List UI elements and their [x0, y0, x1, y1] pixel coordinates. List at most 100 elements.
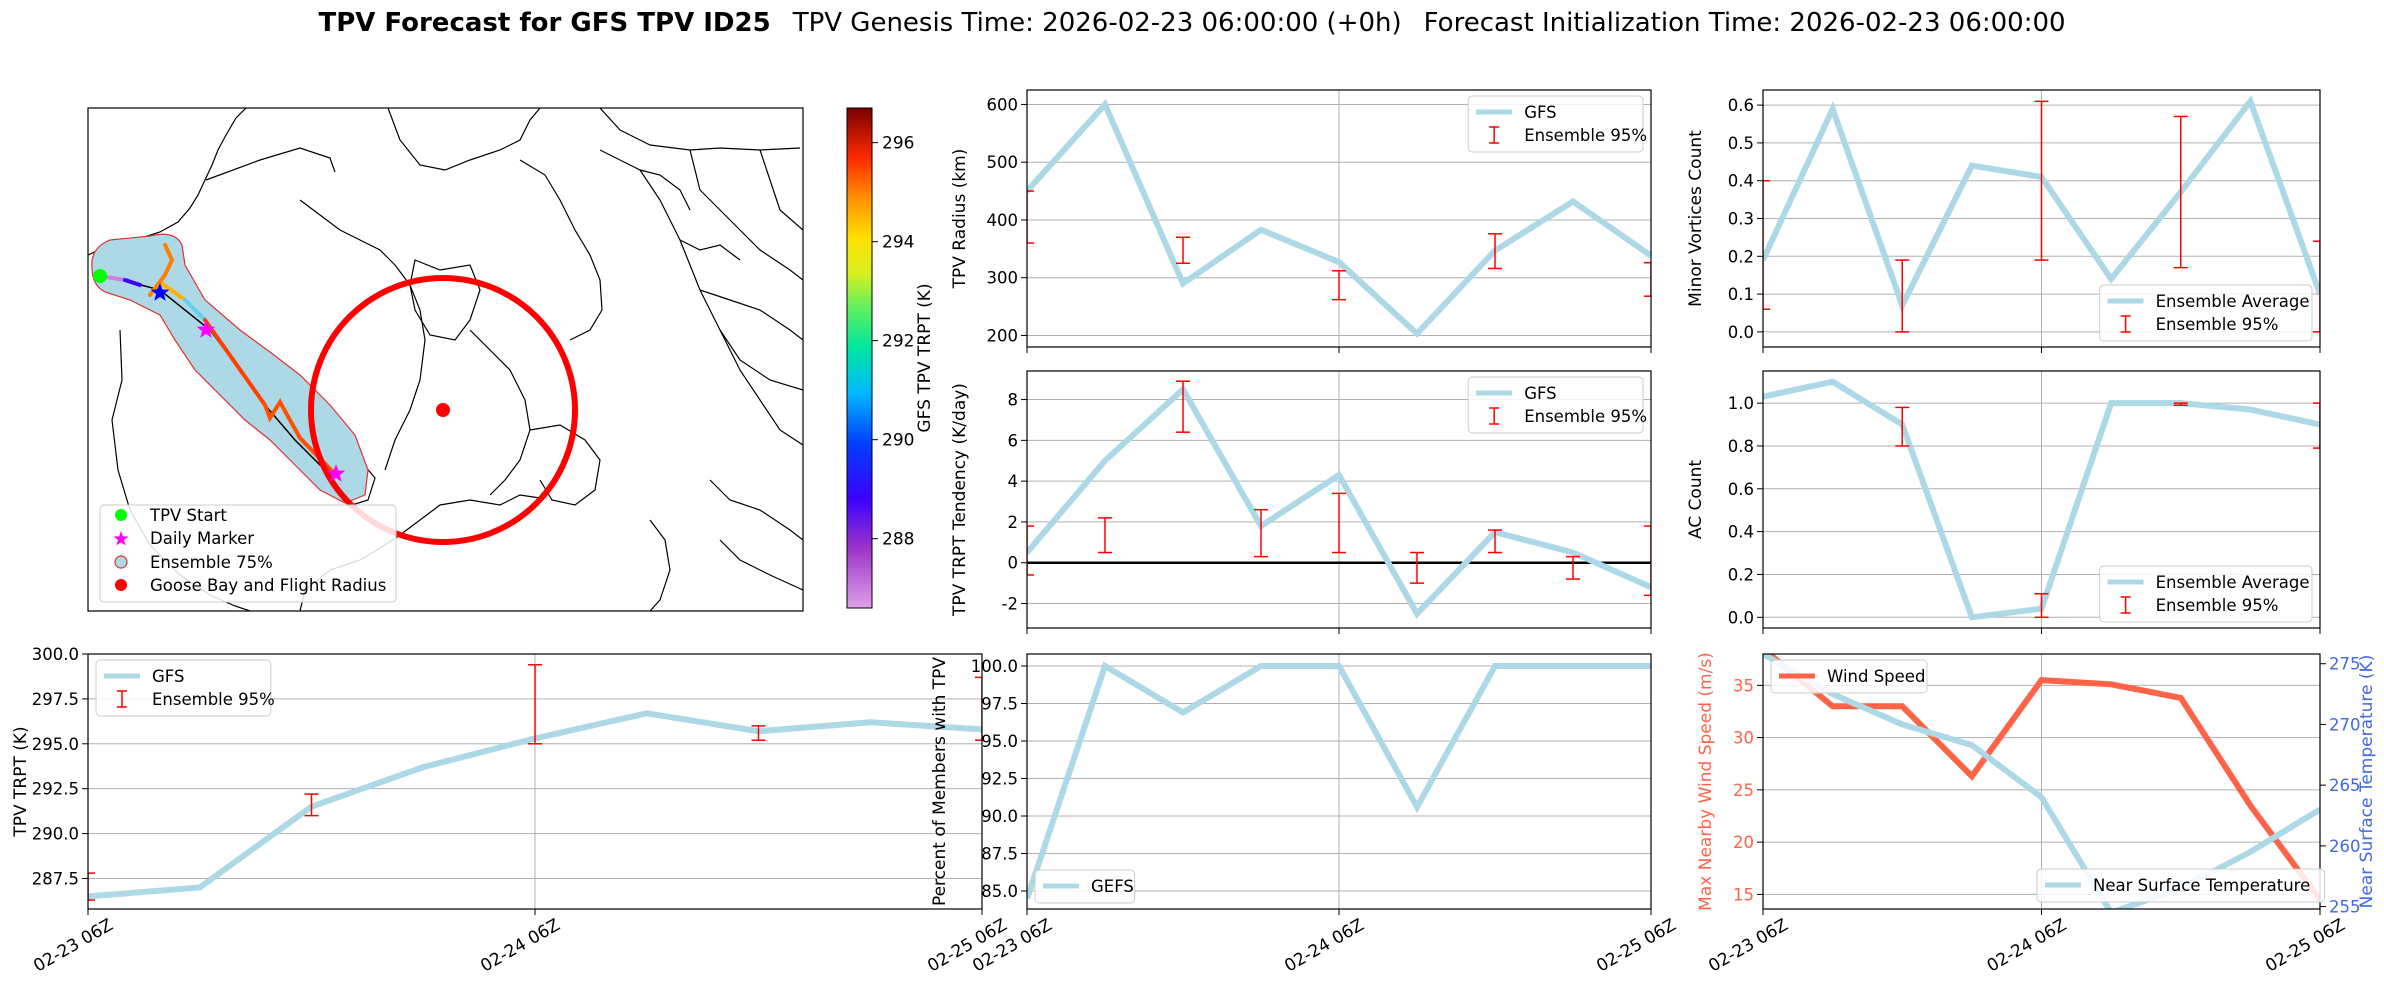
y-axis-label: Percent of Members with TPV — [930, 657, 950, 906]
chart-legend: Near Surface Temperature — [2036, 868, 2326, 903]
y-tick-label: 0.2 — [1728, 565, 1754, 584]
y-tick-label: 90.0 — [981, 807, 1018, 826]
y-tick-label: 0.4 — [1728, 172, 1754, 191]
legend-goose-bay-label: Goose Bay and Flight Radius — [150, 576, 386, 595]
chart-tpv-trpt: 287.5 290.0 292.5 295.0 297.5 300.0 02-23 06Z 0… — [11, 645, 1011, 977]
axes-frame — [1026, 653, 1652, 910]
y-tick-label: 20 — [1733, 833, 1754, 852]
legend-label: GFS — [152, 667, 184, 686]
chart-legend: GEFS — [1034, 869, 1136, 904]
colorbar-tick-label: 292 — [882, 332, 914, 352]
axes-frame — [1762, 370, 2321, 629]
legend-label: Ensemble 95% — [2156, 596, 2279, 615]
y-tick-label: 97.5 — [981, 695, 1018, 714]
y-axis-label: Minor Vortices Count — [1686, 130, 1706, 307]
y-tick-label: 85.0 — [981, 882, 1018, 901]
colorbar-tick-label: 290 — [882, 431, 914, 451]
plot-area — [1763, 378, 2320, 621]
y-axis-label: AC Count — [1686, 460, 1706, 539]
y-axis-label: TPV TRPT (K) — [11, 726, 31, 837]
x-tick-label: 02-24 06Z — [477, 915, 563, 976]
y-tick-label: 100.0 — [971, 657, 1018, 676]
map-panel: TPV Start Daily Marker Ensemble 75% Goos… — [87, 107, 935, 612]
series-line-gfs — [1027, 384, 1651, 619]
legend-goose-bay-icon — [115, 579, 127, 591]
legend-label: Ensemble 95% — [1524, 126, 1647, 145]
chart-wind-temperature: 15 20 25 30 35 02-23 06Z 02-24 06Z 02-25 06Z Max… — [1696, 652, 2377, 976]
legend-daily-marker-icon — [113, 531, 129, 546]
title-bold: TPV Forecast for GFS TPV ID25 — [318, 8, 770, 38]
y-tick-label: 35 — [1733, 676, 1754, 695]
y-tick-label: 0.8 — [1728, 437, 1754, 456]
title-genesis: TPV Genesis Time: 2026-02-23 06:00:00 (+… — [792, 8, 1402, 38]
axes-frame — [1762, 653, 2321, 910]
legend-label: GEFS — [1091, 877, 1134, 896]
legend-box — [2099, 565, 2313, 623]
x-tick-label: 02-24 06Z — [1281, 915, 1367, 976]
y-tick-label: 8 — [1008, 391, 1019, 410]
axes-frame — [1762, 89, 2321, 348]
y-tick-label: 300 — [987, 269, 1019, 288]
colorbar-tick-label: 296 — [882, 134, 914, 154]
colored-track — [98, 243, 338, 477]
plot-area — [1763, 654, 2320, 909]
y-right-tick-label: 275 — [2329, 655, 2361, 674]
y-tick-label: 297.5 — [32, 690, 79, 709]
y-tick-label: 2 — [1008, 513, 1019, 532]
colorbar-label: GFS TPV TRPT (K) — [915, 283, 935, 432]
x-tick-label: 02-24 06Z — [1984, 915, 2070, 976]
y-tick-label: 500 — [987, 153, 1019, 172]
chart-legend: Wind Speed — [1770, 659, 1928, 694]
plot-area — [1027, 98, 1651, 338]
y-tick-label: 290.0 — [32, 825, 79, 844]
y-right-tick-label: 265 — [2329, 776, 2361, 795]
y-tick-label: 92.5 — [981, 770, 1018, 789]
chart-trpt-tendency: -2 0 2 4 6 8 TPV TRPT Tendency (K/day) GFS Ensem… — [950, 370, 1652, 634]
chart-legend: GFS Ensemble 95% — [95, 659, 275, 717]
plot-area — [1027, 380, 1651, 619]
chart-minor-vortices: 0.0 0.1 0.2 0.3 0.4 0.5 0.6 Minor Vortices Coun… — [1686, 89, 2321, 353]
y-tick-label: 95.0 — [981, 732, 1018, 751]
chart-legend: Ensemble Average Ensemble 95% — [2099, 284, 2313, 342]
y-tick-label: 0.6 — [1728, 96, 1754, 115]
y-tick-label: 87.5 — [981, 845, 1018, 864]
chart-legend: GFS Ensemble 95% — [1467, 376, 1647, 434]
legend-label: Ensemble 95% — [152, 690, 275, 709]
y-tick-label: 600 — [987, 95, 1019, 114]
legend-label: Ensemble Average — [2156, 573, 2310, 592]
y-right-tick-label: 255 — [2329, 898, 2361, 917]
y-axis-label: TPV Radius (km) — [950, 149, 970, 290]
y-tick-label: 15 — [1733, 885, 1754, 904]
plot-area — [1763, 95, 2320, 333]
y-tick-label: 295.0 — [32, 735, 79, 754]
title-init: Forecast Initialization Time: 2026-02-23… — [1424, 8, 2066, 38]
y-tick-label: 0.4 — [1728, 523, 1754, 542]
y-tick-label: 0.0 — [1728, 323, 1754, 342]
series-line-near-surface-temperature — [1763, 654, 2320, 909]
legend-label: Wind Speed — [1827, 667, 1925, 686]
y-tick-label: 0.5 — [1728, 134, 1754, 153]
legend-label: GFS — [1524, 103, 1556, 122]
y-axis-label: Max Nearby Wind Speed (m/s) — [1696, 652, 1716, 911]
y-tick-label: 25 — [1733, 781, 1754, 800]
legend-box — [2036, 868, 2326, 903]
chart-legend: GFS Ensemble 95% — [1467, 95, 1647, 153]
y-tick-label: 0.2 — [1728, 247, 1754, 266]
y-tick-label: 300.0 — [32, 645, 79, 664]
colorbar-ticks: 288 290 292 294 296 — [872, 134, 914, 550]
plot-area — [1027, 661, 1651, 900]
legend-label: Near Surface Temperature — [2093, 876, 2310, 895]
y-tick-label: 287.5 — [32, 869, 79, 888]
y-axis-label-right: Near Surface Temperature (K) — [2357, 655, 2377, 909]
y-tick-label: 0 — [1008, 554, 1019, 573]
y-tick-label: 0.3 — [1728, 210, 1754, 229]
x-tick-label: 02-25 06Z — [2262, 915, 2348, 976]
y-right-tick-label: 260 — [2329, 837, 2361, 856]
y-tick-label: 1.0 — [1728, 394, 1754, 413]
axes-frame — [1026, 370, 1652, 629]
legend-ensemble-75-icon — [114, 555, 128, 569]
y-tick-label: 0.0 — [1728, 608, 1754, 627]
x-tick-label: 02-25 06Z — [1593, 915, 1679, 976]
